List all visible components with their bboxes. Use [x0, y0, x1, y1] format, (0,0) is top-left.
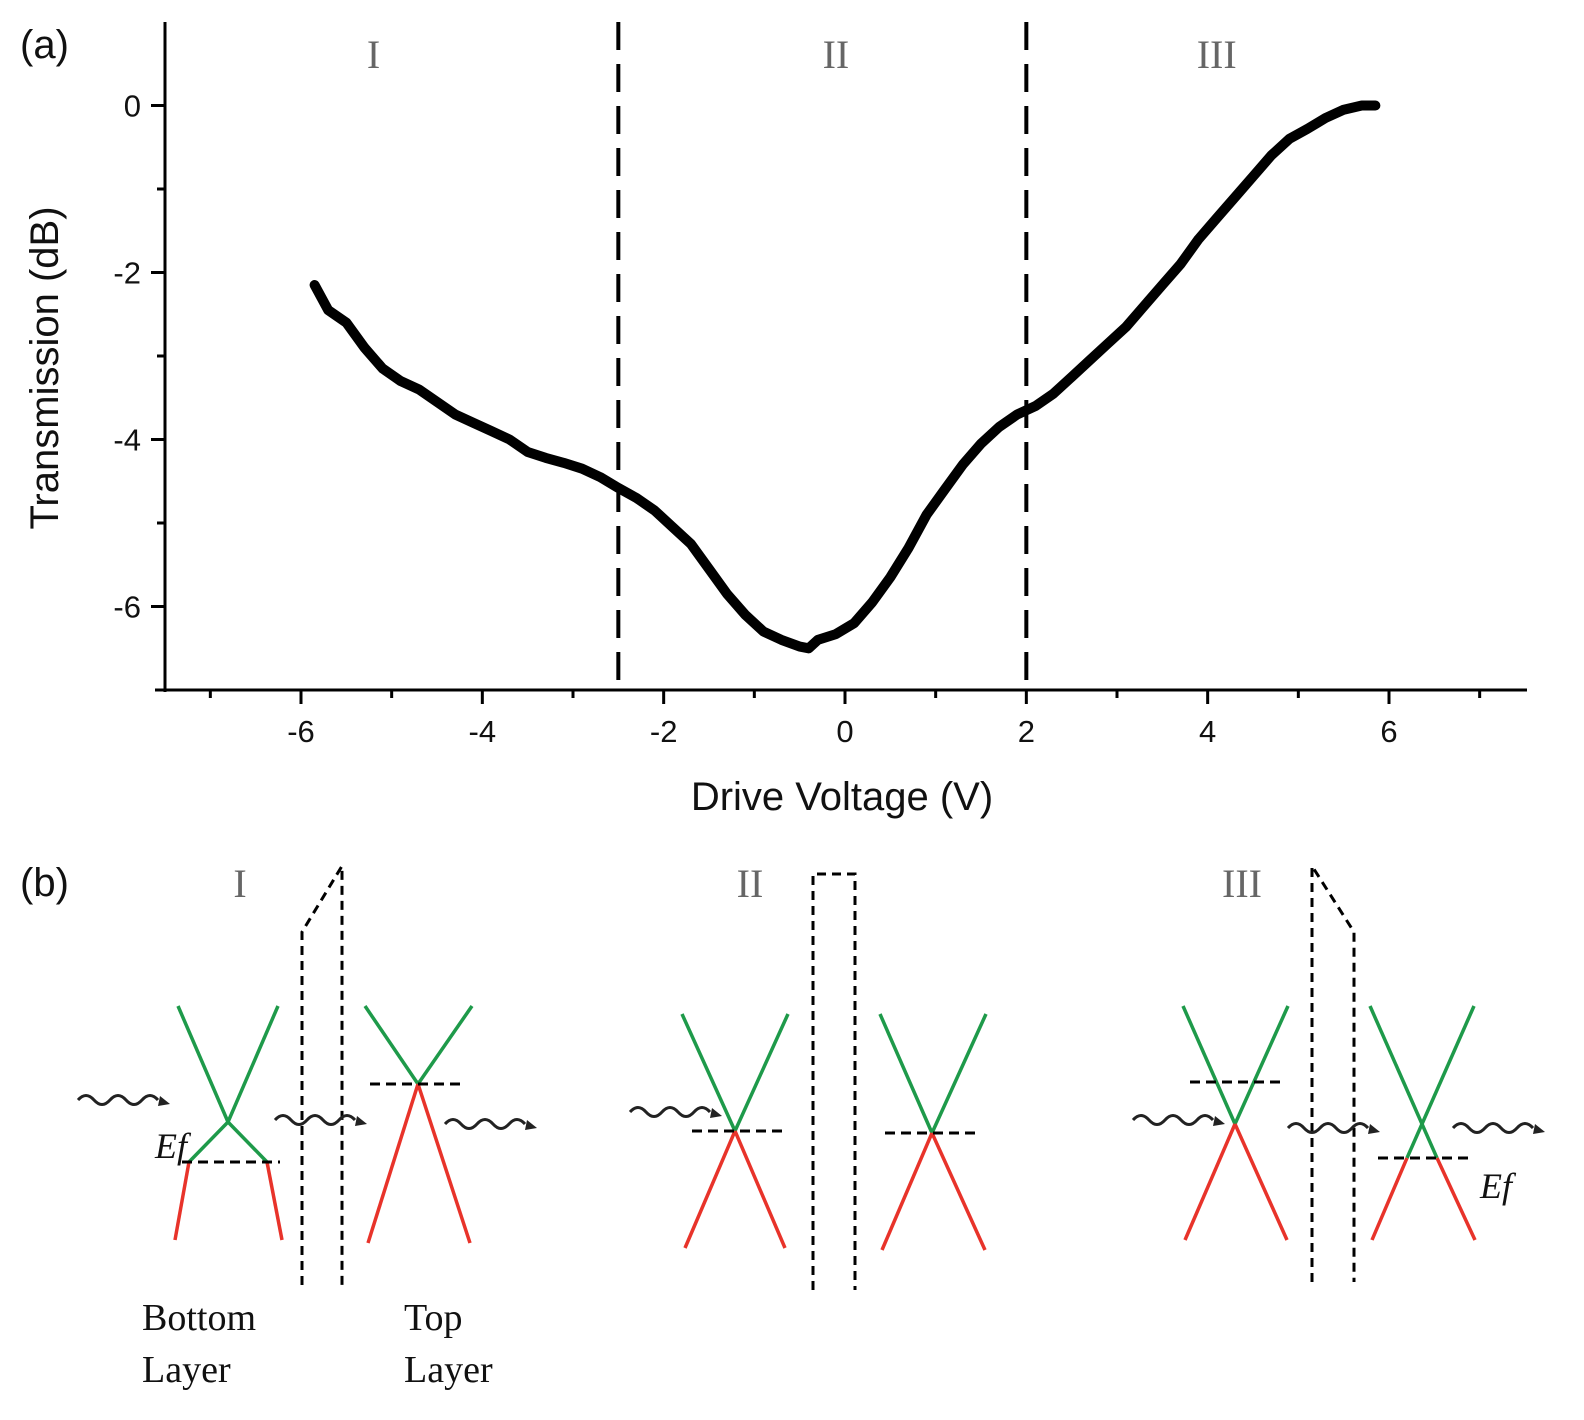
arrowhead-icon — [1368, 1124, 1380, 1134]
y-tick-label: -2 — [113, 256, 141, 291]
cone-lower-right-filled — [1420, 1123, 1439, 1159]
cone-lower-right — [733, 1130, 787, 1249]
bottom-layer-cone — [173, 1005, 284, 1241]
cone-lower-right — [1435, 1157, 1477, 1241]
region-dividers — [616, 22, 1029, 690]
cone-lower-left-filled — [1405, 1123, 1424, 1159]
arrowhead-icon — [355, 1116, 367, 1126]
photon-wave-icon — [1131, 1114, 1215, 1126]
cone-lower-right — [265, 1161, 284, 1241]
bottom-layer-label-line1: Bottom — [142, 1297, 256, 1339]
panel-b-label: (b) — [20, 861, 69, 905]
cone-upper-right — [416, 1005, 474, 1085]
cone-upper-right — [226, 1005, 280, 1123]
bottom-layer-cone — [680, 1013, 790, 1249]
panel-a-label: (a) — [20, 23, 69, 67]
photon-wave-icon — [273, 1114, 357, 1126]
state-III-diagram: Ef — [1131, 860, 1545, 1282]
arrowhead-icon — [158, 1096, 170, 1106]
arrowhead-icon — [525, 1120, 537, 1130]
region-label: I — [367, 32, 380, 77]
cone-lower-right-filled — [226, 1120, 269, 1164]
barrier-tilted-down — [1310, 860, 1356, 1282]
y-tick-label: 0 — [124, 89, 141, 124]
cone-lower-left-filled — [187, 1120, 230, 1164]
cone-lower-left — [366, 1083, 420, 1244]
top-layer-cone — [363, 1005, 474, 1244]
cone-upper-left — [1368, 1005, 1424, 1125]
x-tick-label: -6 — [287, 714, 315, 749]
y-tick-label: -6 — [113, 590, 141, 625]
cone-upper-left — [363, 1005, 420, 1085]
panel-b-diagram: (b) I II III — [20, 860, 1545, 1391]
top-layer-cone — [878, 1013, 988, 1251]
cone-lower-left — [1183, 1123, 1237, 1241]
cone-upper-left — [878, 1013, 934, 1134]
region-label: II — [823, 32, 850, 77]
x-tick-label: 6 — [1380, 714, 1397, 749]
fermi-level-label: Ef — [154, 1126, 192, 1166]
photon-wave-icon — [76, 1094, 160, 1106]
top-layer-label-line1: Top — [404, 1297, 463, 1339]
photon-icons — [628, 1106, 722, 1118]
y-tick-label: -4 — [113, 423, 141, 458]
cone-upper-left — [680, 1013, 737, 1132]
photon-wave-icon — [628, 1106, 712, 1118]
cone-upper-left — [1181, 1005, 1237, 1125]
cone-upper-right — [1420, 1005, 1476, 1125]
cone-upper-right — [733, 1013, 790, 1132]
cone-upper-right — [1233, 1005, 1290, 1125]
photon-wave-icon — [443, 1118, 527, 1130]
cone-upper-right — [930, 1013, 988, 1134]
x-tick-label: -4 — [469, 714, 497, 749]
series-layer — [309, 100, 1381, 654]
photon-wave-icon — [1286, 1122, 1370, 1134]
barrier-tilted-up — [300, 860, 344, 1285]
cone-lower-right — [416, 1083, 472, 1244]
cone-lower-left — [880, 1132, 934, 1251]
cone-lower-left — [683, 1130, 737, 1249]
cone-lower-left — [1370, 1157, 1409, 1241]
state-II-diagram — [628, 872, 988, 1290]
panel-a-chart: (a) -6 -4 -2 0 2 4 6 0-2-4-6 I II III Drive Volt… — [20, 22, 1527, 819]
barrier-square — [811, 872, 857, 1290]
cone-lower-right — [930, 1132, 987, 1251]
state-I-diagram: Ef Bottom Layer Top Layer — [76, 860, 537, 1391]
arrowhead-icon — [1213, 1116, 1225, 1126]
cone-lower-left — [173, 1161, 191, 1241]
photon-icons — [76, 1094, 537, 1130]
x-tick-label: 4 — [1199, 714, 1216, 749]
cone-upper-left — [176, 1005, 230, 1123]
x-axis-title: Drive Voltage (V) — [691, 775, 993, 819]
bottom-layer-cone — [1181, 1005, 1290, 1241]
x-tick-label: 2 — [1018, 714, 1035, 749]
state-label-II: II — [737, 861, 764, 906]
y-axis-title: Transmission (dB) — [23, 206, 67, 529]
region-labels: I II III — [367, 32, 1237, 77]
fermi-level-label: Ef — [1479, 1166, 1517, 1206]
arrowhead-icon — [1533, 1124, 1545, 1134]
x-ticks: -6 -4 -2 0 2 4 6 — [208, 690, 1482, 749]
region-label: III — [1197, 32, 1237, 77]
top-layer-cone — [1368, 1005, 1477, 1241]
photon-icons — [1131, 1114, 1545, 1134]
y-ticks: 0 -2 -4 -6 — [113, 89, 165, 625]
cone-lower-right — [1233, 1123, 1289, 1241]
state-label-I: I — [233, 861, 246, 906]
top-layer-label-line2: Layer — [404, 1349, 493, 1391]
series-line — [309, 100, 1381, 654]
x-tick-label: 0 — [836, 714, 853, 749]
x-tick-label: -2 — [650, 714, 678, 749]
arrowhead-icon — [710, 1108, 722, 1118]
photon-wave-icon — [1451, 1122, 1535, 1134]
bottom-layer-label-line2: Layer — [142, 1349, 231, 1391]
state-label-III: III — [1222, 861, 1262, 906]
